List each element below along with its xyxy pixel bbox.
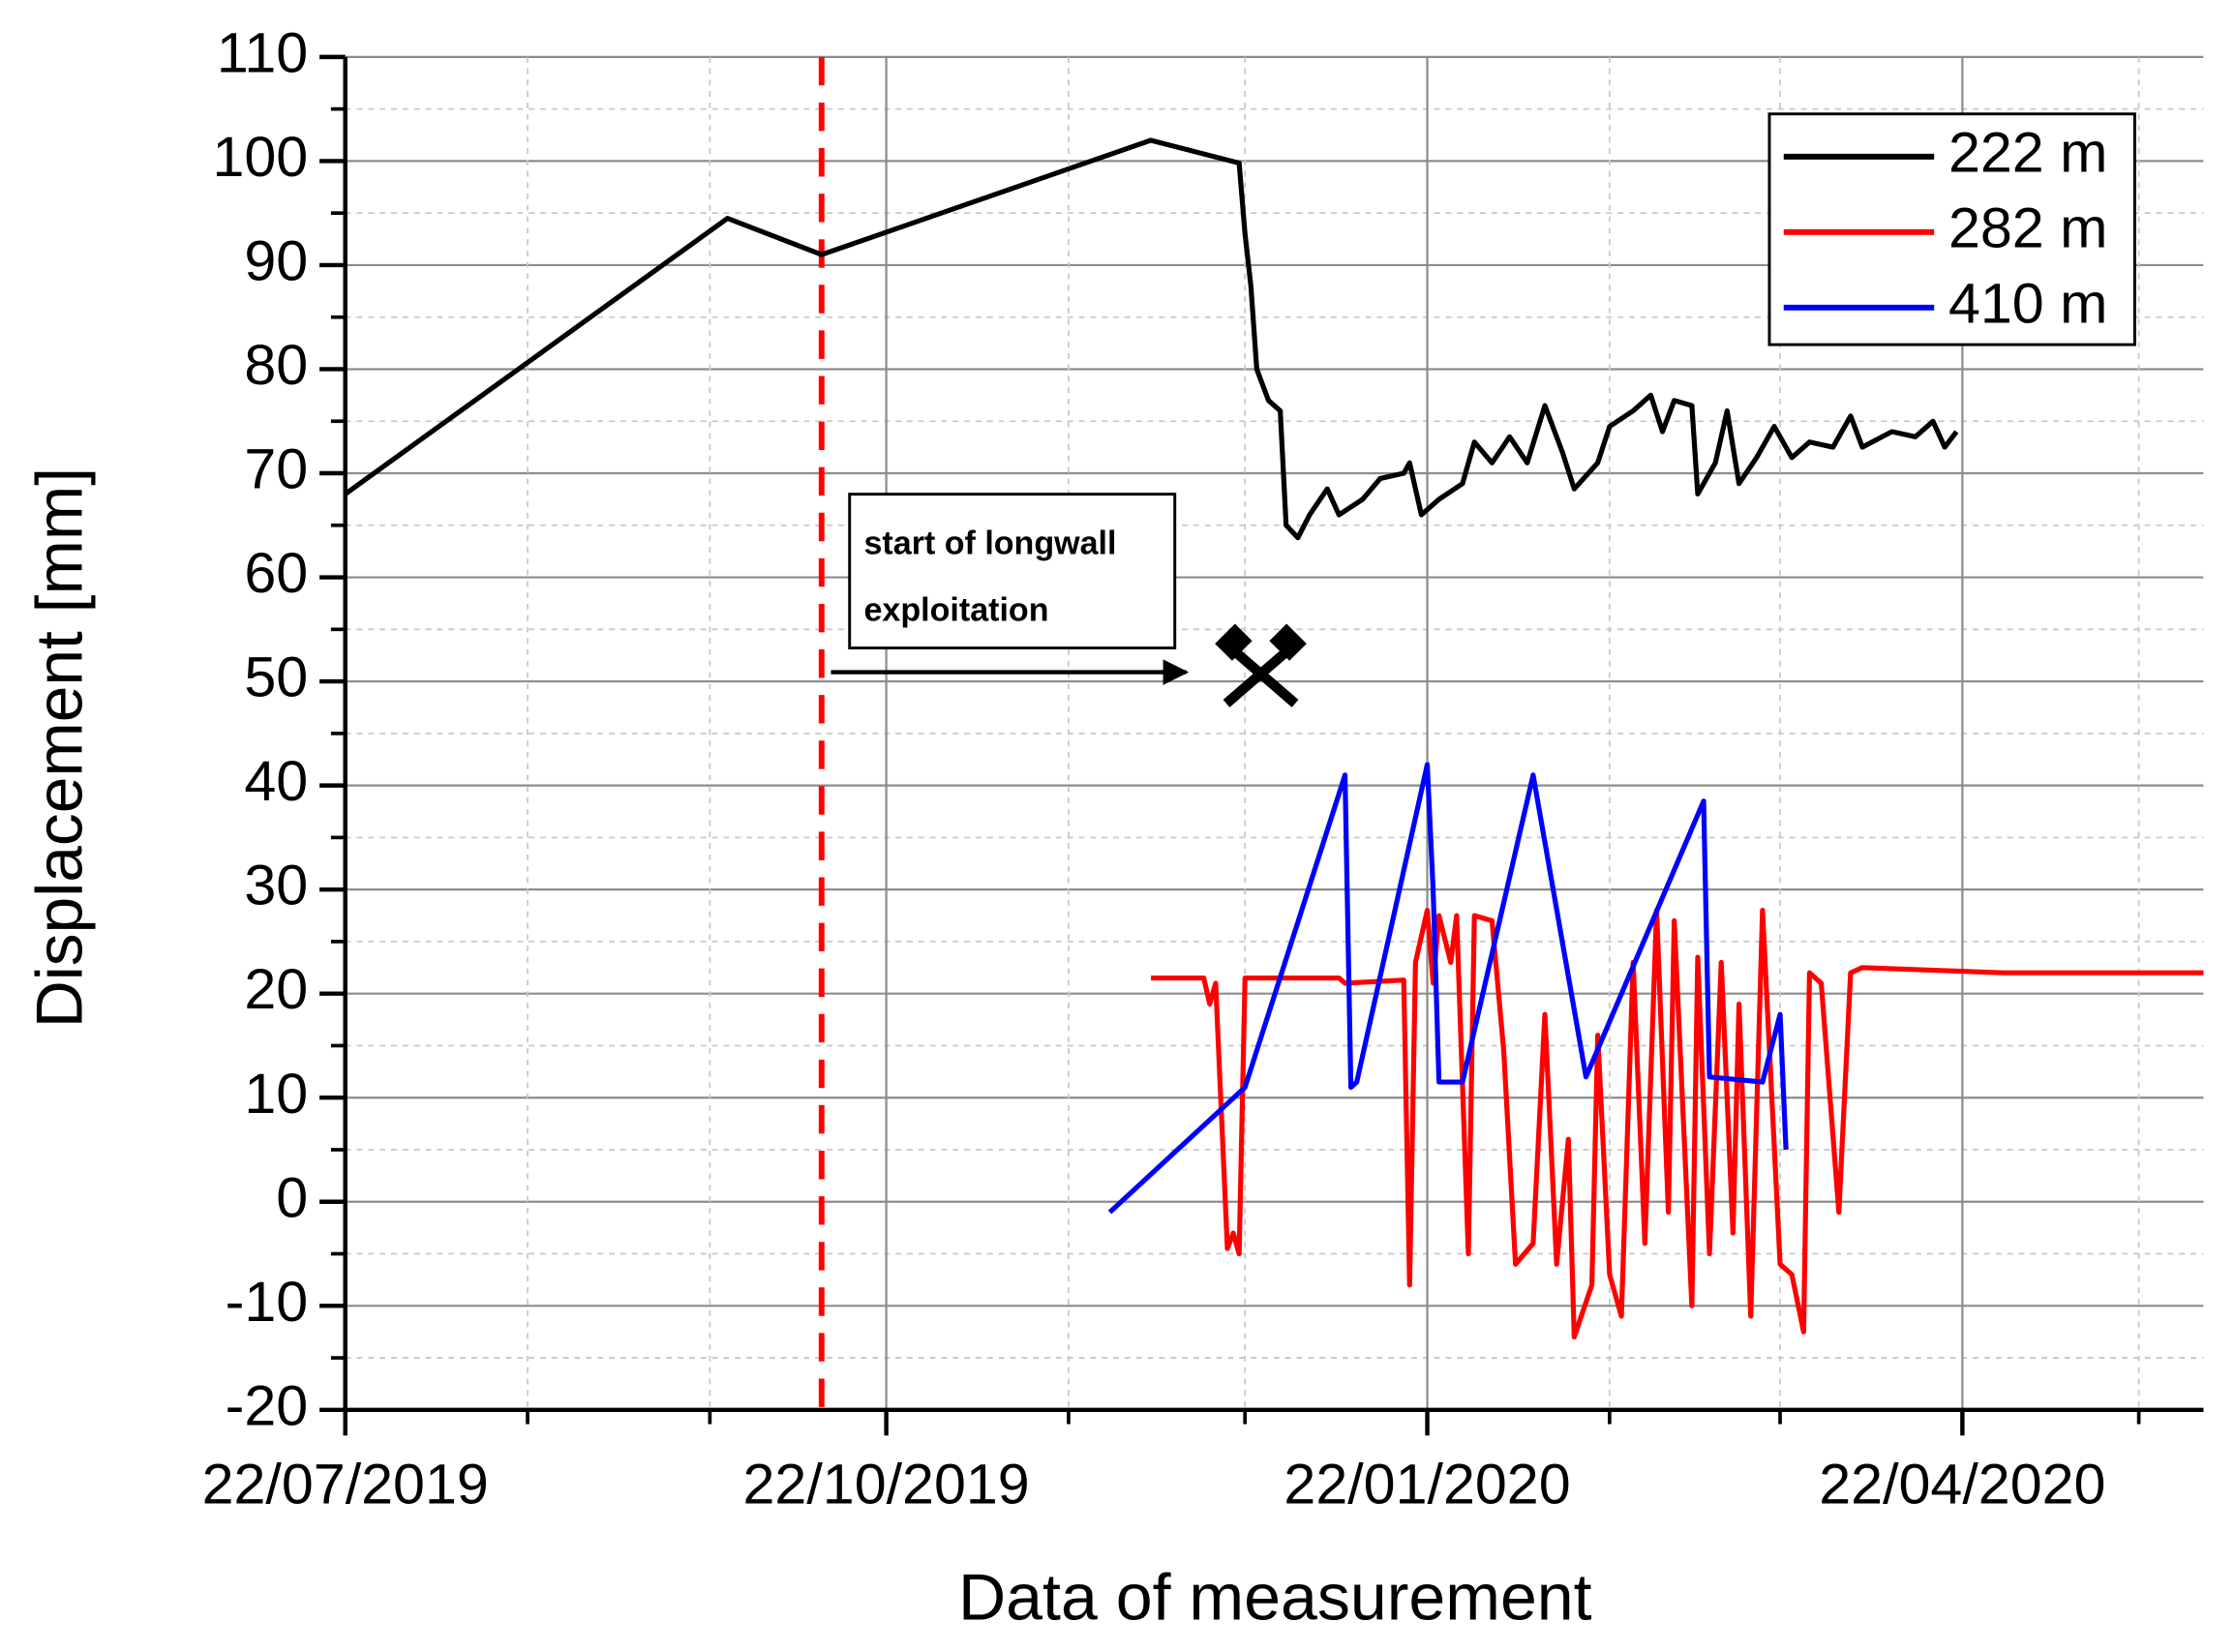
y-tick-label: 70 (244, 437, 308, 501)
annotation: start of longwall exploitation (831, 493, 1307, 707)
series-line (1107, 762, 1789, 1215)
legend-label: 222 m (1948, 121, 2108, 185)
axes: -20 -10 0 10 20 30 40 50 60 70 80 90 100 110 22/07/201… (202, 21, 2204, 1516)
y-tick-label: -10 (226, 1270, 309, 1334)
legend-label: 410 m (1948, 272, 2108, 336)
hammers-icon (1215, 623, 1307, 707)
y-tick-label: 20 (244, 957, 308, 1021)
x-tick-label: 22/07/2019 (202, 1452, 489, 1516)
annotation-box (848, 493, 1177, 650)
series-line (1150, 908, 2204, 1340)
x-tick-label: 22/01/2020 (1284, 1452, 1570, 1516)
y-tick-label: 30 (244, 854, 308, 917)
y-tick-label: 60 (244, 541, 308, 605)
y-tick-label: 50 (244, 646, 308, 709)
legend-label: 282 m (1948, 196, 2108, 260)
y-tick-label: 0 (276, 1165, 308, 1229)
annotation-text: start of longwall (864, 526, 1117, 562)
x-tick-label: 22/04/2020 (1819, 1452, 2105, 1516)
y-axis-title: Displacement [mm] (23, 467, 96, 1028)
y-tick-label: 80 (244, 333, 308, 397)
x-axis-title: Data of measurement (958, 1562, 1592, 1635)
legend: 222 m 282 m 410 m (1767, 112, 2136, 346)
y-tick-label: 10 (244, 1062, 308, 1126)
y-tick-label: 90 (244, 229, 308, 293)
y-tick-label: -20 (226, 1374, 309, 1438)
x-tick-label: 22/10/2019 (743, 1452, 1030, 1516)
plot-area (344, 56, 2204, 1410)
y-tick-label: 100 (212, 125, 308, 189)
series-line (344, 137, 1959, 541)
y-tick-label: 110 (217, 21, 308, 85)
y-tick-label: 40 (244, 749, 308, 813)
grid (344, 55, 2204, 1411)
annotation-text: exploitation (864, 592, 1049, 629)
